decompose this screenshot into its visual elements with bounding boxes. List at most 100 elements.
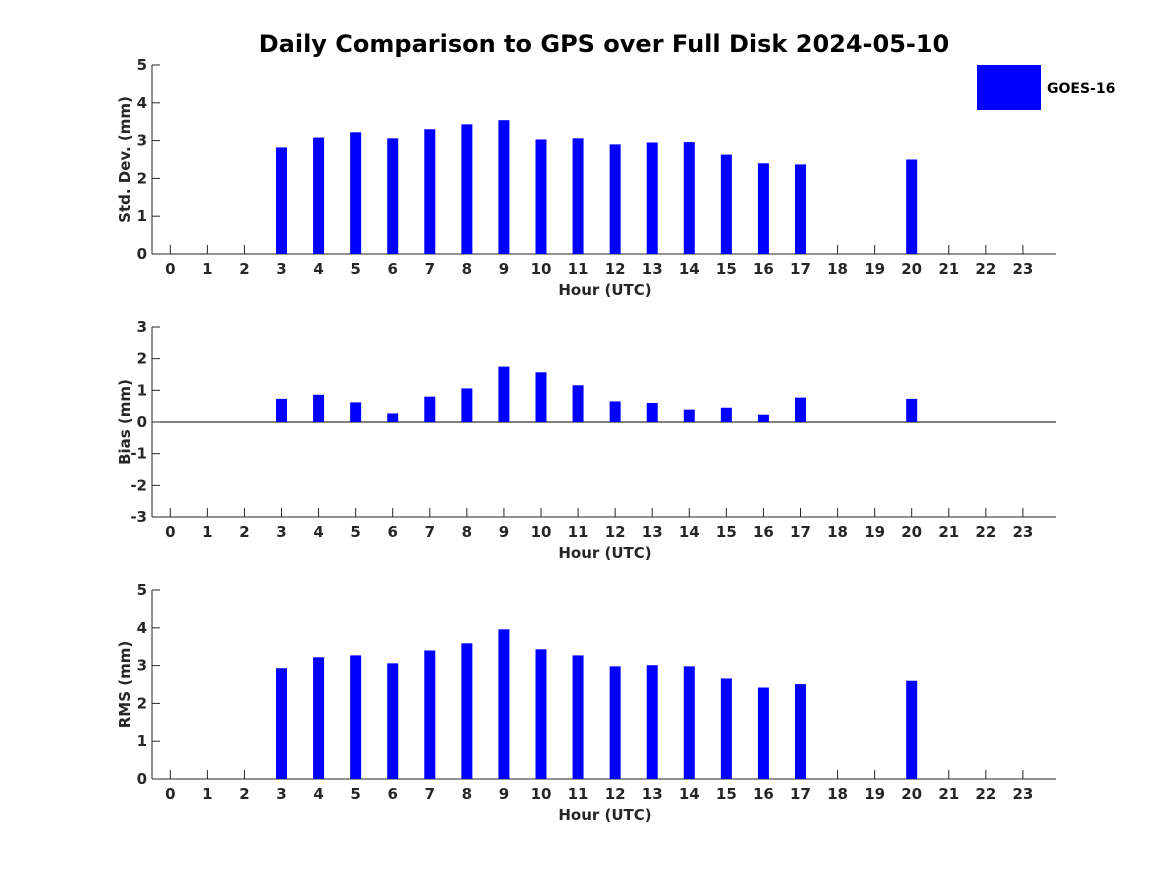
std-dev-y-tick-label: 5 (137, 56, 147, 74)
bias-x-tick-label: 9 (499, 523, 509, 541)
std-dev-bar-hour-6 (387, 138, 399, 254)
rms-x-tick-label: 21 (938, 785, 959, 803)
std-dev-x-tick-label: 23 (1012, 260, 1033, 278)
rms-x-tick-label: 5 (350, 785, 360, 803)
bias-bar-hour-10 (535, 372, 547, 422)
std-dev-x-tick-label: 16 (753, 260, 774, 278)
std-dev-y-tick-label: 1 (137, 207, 147, 225)
legend-swatch-goes16 (977, 65, 1041, 110)
std-dev-x-tick-label: 4 (313, 260, 323, 278)
rms-bar-hour-14 (683, 666, 695, 779)
rms-x-tick-label: 10 (531, 785, 552, 803)
rms-x-tick-label: 2 (239, 785, 249, 803)
rms-x-tick-label: 16 (753, 785, 774, 803)
bias-x-tick-label: 14 (679, 523, 700, 541)
std-dev-bar-hour-15 (720, 154, 732, 254)
std-dev-bar-hour-5 (350, 132, 362, 254)
std-dev-x-tick-label: 20 (901, 260, 922, 278)
rms-x-axis-label: Hour (UTC) (558, 806, 651, 824)
std-dev-x-tick-label: 18 (827, 260, 848, 278)
std-dev-y-tick-label: 0 (137, 245, 147, 263)
chart-title: Daily Comparison to GPS over Full Disk 2… (259, 30, 950, 58)
rms-bar-hour-16 (757, 687, 769, 779)
std-dev-x-tick-label: 15 (716, 260, 737, 278)
std-dev-y-axis-label: Std. Dev. (mm) (116, 96, 134, 223)
rms-x-tick-label: 7 (425, 785, 435, 803)
bias-x-tick-label: 5 (350, 523, 360, 541)
bias-x-tick-label: 1 (202, 523, 212, 541)
std-dev-bar-hour-20 (906, 159, 918, 254)
std-dev-x-tick-label: 14 (679, 260, 700, 278)
bias-bar-hour-8 (461, 388, 473, 422)
bias-x-tick-label: 20 (901, 523, 922, 541)
bias-bar-hour-13 (646, 403, 658, 422)
rms-x-tick-label: 0 (165, 785, 175, 803)
std-dev-x-axis-label: Hour (UTC) (558, 281, 651, 299)
rms-bar-hour-5 (350, 655, 362, 779)
rms-x-tick-label: 18 (827, 785, 848, 803)
std-dev-bar-hour-10 (535, 139, 547, 254)
rms-x-tick-label: 13 (642, 785, 663, 803)
rms-x-tick-label: 12 (605, 785, 626, 803)
rms-y-tick-label: 2 (137, 694, 147, 712)
rms-x-tick-label: 8 (462, 785, 472, 803)
bias-bar-hour-11 (572, 385, 584, 422)
std-dev-x-tick-label: 12 (605, 260, 626, 278)
std-dev-x-tick-label: 10 (531, 260, 552, 278)
rms-y-tick-label: 3 (137, 657, 147, 675)
std-dev-bar-hour-17 (794, 164, 806, 254)
bias-bar-hour-14 (683, 409, 695, 422)
std-dev-bar-hour-14 (683, 142, 695, 254)
legend: GOES-16 (977, 65, 1115, 110)
bias-x-tick-label: 0 (165, 523, 175, 541)
std-dev-x-tick-label: 3 (276, 260, 286, 278)
bias-x-tick-label: 13 (642, 523, 663, 541)
bias-x-tick-label: 3 (276, 523, 286, 541)
rms-bar-hour-10 (535, 649, 547, 779)
bias-x-tick-label: 18 (827, 523, 848, 541)
std-dev-bar-hour-4 (313, 137, 325, 254)
rms-y-tick-label: 0 (137, 770, 147, 788)
bias-x-tick-label: 19 (864, 523, 885, 541)
rms-y-tick-label: 1 (137, 732, 147, 750)
bias-x-tick-label: 12 (605, 523, 626, 541)
rms-x-tick-label: 6 (388, 785, 398, 803)
rms-x-tick-label: 9 (499, 785, 509, 803)
std-dev-bar-hour-13 (646, 142, 658, 254)
bias-x-tick-label: 8 (462, 523, 472, 541)
rms-x-tick-label: 15 (716, 785, 737, 803)
rms-bar-hour-9 (498, 629, 510, 779)
bias-bar-hour-3 (276, 398, 288, 422)
bias-x-tick-label: 4 (313, 523, 323, 541)
bias-x-tick-label: 6 (388, 523, 398, 541)
rms-x-tick-label: 20 (901, 785, 922, 803)
rms-x-tick-label: 19 (864, 785, 885, 803)
std-dev-x-tick-label: 6 (388, 260, 398, 278)
std-dev-bar-hour-8 (461, 124, 473, 254)
bias-x-tick-label: 17 (790, 523, 811, 541)
rms-x-tick-label: 17 (790, 785, 811, 803)
bias-x-tick-label: 2 (239, 523, 249, 541)
std-dev-x-tick-label: 11 (568, 260, 589, 278)
bias-bar-hour-7 (424, 396, 436, 422)
bias-x-tick-label: 16 (753, 523, 774, 541)
rms-bar-hour-6 (387, 663, 399, 779)
bias-bar-hour-4 (313, 394, 325, 422)
bias-bar-hour-16 (757, 414, 769, 422)
bias-x-tick-label: 7 (425, 523, 435, 541)
std-dev-y-tick-label: 4 (137, 94, 147, 112)
bias-bar-hour-17 (794, 397, 806, 422)
std-dev-bar-hour-3 (276, 147, 288, 254)
rms-x-tick-label: 11 (568, 785, 589, 803)
rms-x-tick-label: 23 (1012, 785, 1033, 803)
bias-y-tick-label: 3 (137, 318, 147, 336)
std-dev-bar-hour-12 (609, 144, 621, 254)
rms-y-tick-label: 5 (137, 581, 147, 599)
std-dev-bar-hour-9 (498, 120, 510, 254)
rms-bar-hour-8 (461, 643, 473, 779)
rms-x-tick-label: 14 (679, 785, 700, 803)
rms-bar-hour-13 (646, 665, 658, 779)
